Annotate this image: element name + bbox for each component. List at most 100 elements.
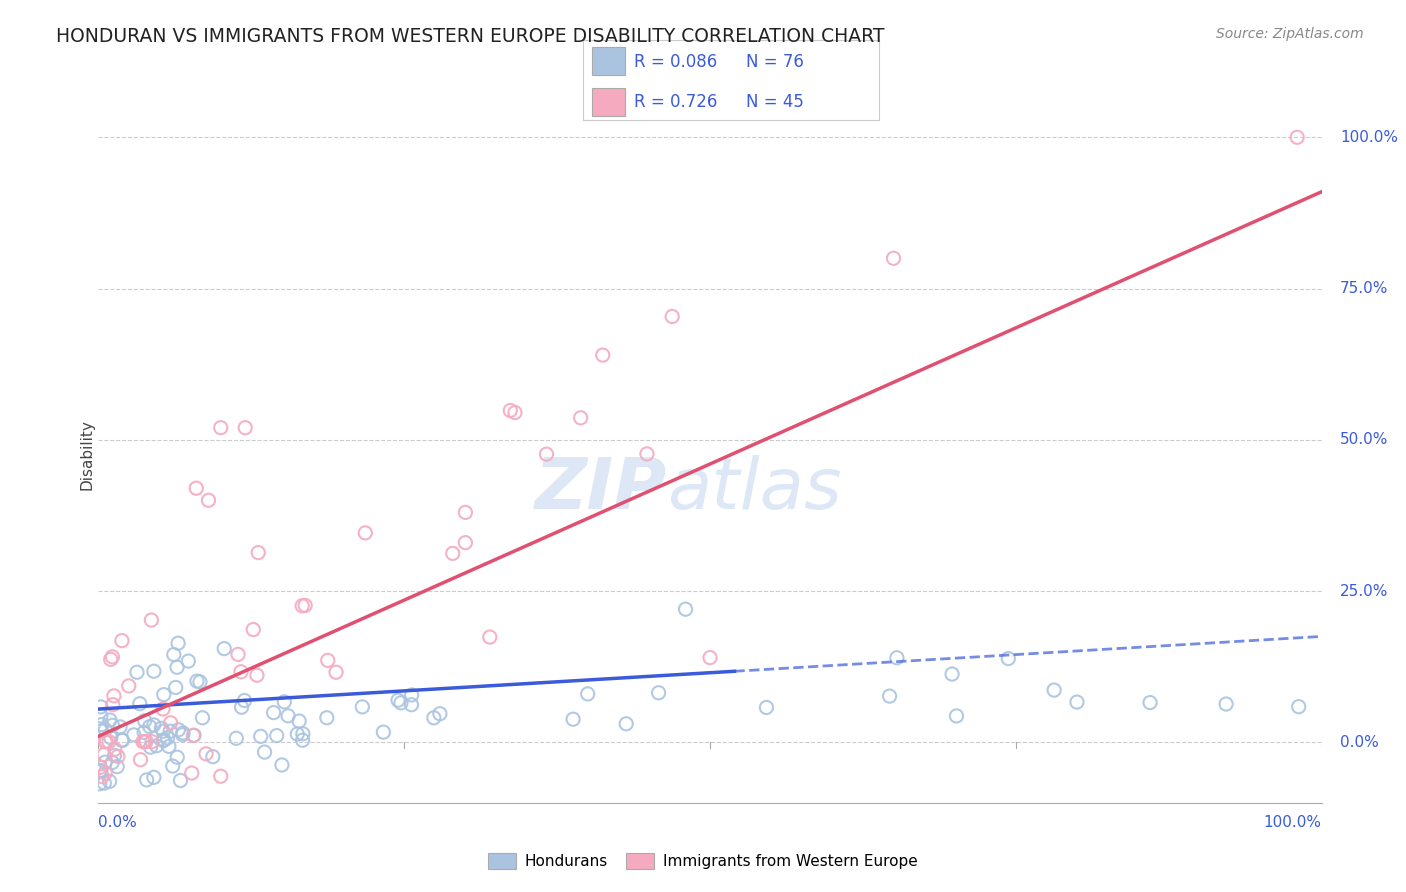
- Point: [103, 689, 125, 703]
- Point: [142, 664, 165, 678]
- Point: [1286, 130, 1309, 145]
- Point: [247, 546, 270, 560]
- Point: [142, 718, 165, 732]
- Point: [675, 602, 697, 616]
- Point: [134, 714, 156, 728]
- Point: [191, 711, 214, 725]
- Point: [441, 546, 464, 560]
- Point: [93, 747, 115, 762]
- Text: 25.0%: 25.0%: [1340, 583, 1388, 599]
- Point: [879, 689, 901, 703]
- Point: [266, 729, 288, 743]
- Point: [152, 733, 174, 747]
- Text: 100.0%: 100.0%: [1340, 130, 1398, 145]
- Point: [387, 693, 409, 707]
- Point: [132, 725, 155, 739]
- Bar: [592, 47, 624, 76]
- Point: [188, 674, 211, 689]
- Point: [315, 711, 337, 725]
- Point: [141, 613, 163, 627]
- Point: [246, 668, 269, 682]
- Point: [100, 652, 122, 666]
- Point: [177, 654, 200, 668]
- Point: [128, 697, 150, 711]
- Point: [90, 723, 112, 738]
- Point: [142, 770, 165, 784]
- Point: [1215, 697, 1237, 711]
- Point: [90, 764, 112, 778]
- Point: [291, 599, 314, 613]
- Point: [636, 447, 658, 461]
- Point: [253, 745, 276, 759]
- Point: [101, 756, 124, 770]
- Point: [212, 641, 235, 656]
- Point: [93, 776, 115, 790]
- Text: 0.0%: 0.0%: [1340, 735, 1379, 750]
- Point: [352, 699, 374, 714]
- Point: [94, 723, 117, 737]
- Text: N = 45: N = 45: [747, 93, 804, 111]
- Point: [152, 688, 174, 702]
- Point: [98, 774, 121, 789]
- Point: [122, 728, 145, 742]
- Point: [277, 709, 299, 723]
- Point: [699, 650, 721, 665]
- Point: [536, 447, 558, 461]
- Point: [163, 648, 186, 662]
- Point: [162, 759, 184, 773]
- Point: [135, 734, 157, 748]
- Point: [94, 766, 117, 780]
- Point: [249, 730, 271, 744]
- Text: N = 76: N = 76: [747, 53, 804, 70]
- Text: R = 0.726: R = 0.726: [634, 93, 717, 111]
- Point: [132, 734, 155, 748]
- Point: [108, 720, 131, 734]
- Point: [209, 420, 232, 434]
- Point: [153, 732, 176, 747]
- Point: [159, 715, 181, 730]
- Point: [197, 493, 219, 508]
- Point: [454, 505, 477, 519]
- Point: [101, 698, 124, 712]
- Point: [231, 700, 253, 714]
- Text: 0.0%: 0.0%: [98, 815, 138, 830]
- Point: [181, 728, 204, 742]
- Point: [134, 734, 156, 748]
- Point: [94, 755, 117, 769]
- Point: [89, 777, 111, 791]
- Point: [997, 651, 1019, 665]
- Point: [288, 714, 311, 728]
- Point: [172, 728, 194, 742]
- Text: Source: ZipAtlas.com: Source: ZipAtlas.com: [1216, 27, 1364, 41]
- Point: [233, 420, 256, 434]
- Point: [242, 623, 264, 637]
- Point: [125, 665, 148, 680]
- Point: [1043, 683, 1066, 698]
- Point: [166, 660, 188, 674]
- Point: [647, 686, 669, 700]
- Text: 100.0%: 100.0%: [1264, 815, 1322, 830]
- Point: [229, 665, 252, 679]
- Point: [152, 702, 174, 716]
- Point: [167, 636, 190, 650]
- Point: [429, 706, 451, 721]
- Point: [233, 693, 256, 707]
- Point: [1288, 699, 1310, 714]
- Point: [401, 688, 423, 702]
- Point: [141, 734, 163, 748]
- Point: [562, 712, 585, 726]
- Point: [883, 252, 905, 266]
- Point: [96, 734, 118, 748]
- Point: [89, 760, 111, 774]
- Point: [576, 687, 599, 701]
- Point: [159, 724, 181, 739]
- Point: [291, 733, 314, 747]
- Point: [180, 766, 202, 780]
- Point: [195, 747, 218, 761]
- Point: [138, 720, 160, 734]
- Text: 50.0%: 50.0%: [1340, 433, 1388, 447]
- Point: [186, 481, 208, 495]
- Point: [478, 630, 501, 644]
- Point: [111, 733, 134, 747]
- Point: [201, 749, 224, 764]
